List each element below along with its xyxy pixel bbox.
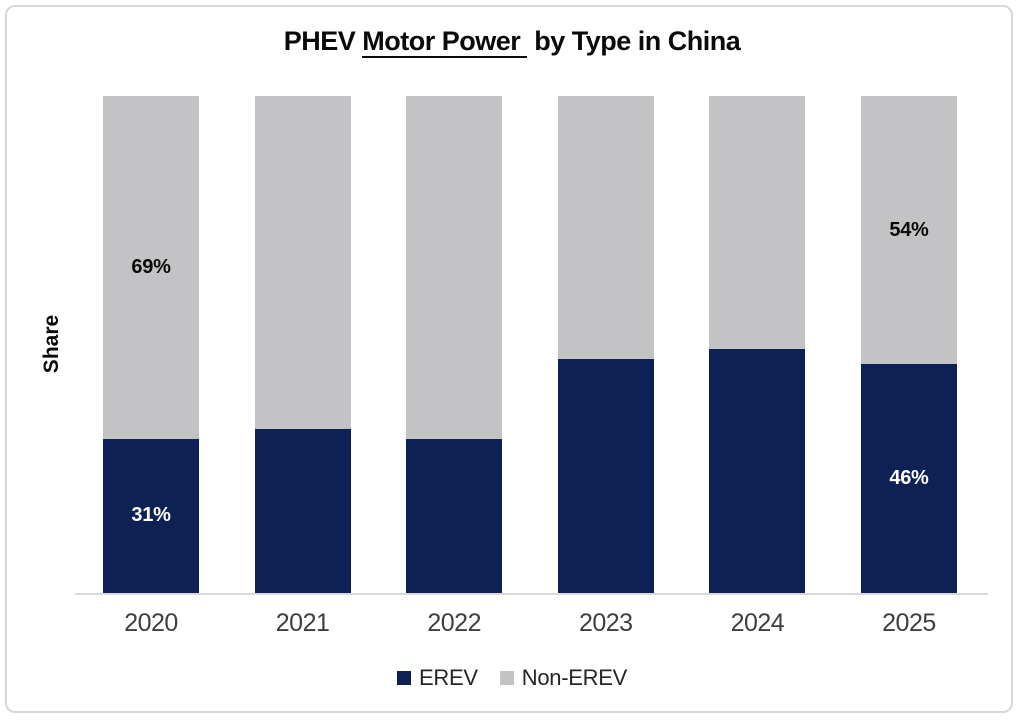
chart-title-underlined: Motor Power bbox=[362, 26, 528, 58]
bar-segment-erev bbox=[254, 428, 351, 593]
x-axis-label: 2022 bbox=[427, 609, 481, 637]
bar-segment-erev bbox=[709, 349, 806, 593]
stacked-bar-2024 bbox=[709, 96, 806, 593]
chart-title: PHEV Motor Power by Type in China bbox=[0, 26, 1024, 58]
chart-title-suffix: by Type in China bbox=[534, 26, 741, 56]
data-label: 69% bbox=[131, 255, 171, 278]
legend-swatch bbox=[499, 671, 514, 685]
y-axis-title: Share bbox=[40, 314, 63, 374]
stacked-bar-2023 bbox=[557, 96, 654, 593]
bar-segment-non-erev bbox=[557, 96, 654, 360]
x-axis-label: 2023 bbox=[578, 609, 633, 637]
stacked-bar-2025: 54% 46% bbox=[860, 96, 957, 593]
bar-segment-non-erev bbox=[406, 96, 503, 439]
legend-item-non-erev: Non-EREV bbox=[499, 665, 628, 691]
data-label: 54% bbox=[889, 218, 929, 241]
bar-segment-erev: 31% bbox=[103, 438, 199, 593]
legend-label: Non-EREV bbox=[521, 665, 628, 690]
x-axis-label: 2024 bbox=[730, 609, 785, 637]
data-label: 46% bbox=[889, 467, 929, 490]
chart-title-prefix: PHEV bbox=[283, 26, 363, 56]
bar-segment-erev bbox=[557, 359, 654, 593]
bar-segment-erev bbox=[406, 438, 503, 593]
plot-area: 69% 31% 54% 46% bbox=[75, 96, 988, 595]
stacked-bar-2021 bbox=[254, 96, 351, 593]
bar-segment-non-erev: 69% bbox=[103, 96, 199, 439]
stacked-bar-2022 bbox=[406, 96, 503, 593]
x-axis-label: 2020 bbox=[124, 609, 178, 637]
stacked-bar-2020: 69% 31% bbox=[103, 96, 199, 593]
bar-segment-non-erev: 54% bbox=[860, 96, 957, 365]
bar-segment-erev: 46% bbox=[860, 364, 957, 593]
bar-segment-non-erev bbox=[709, 96, 806, 350]
x-axis-labels: 2020 2021 2022 2023 2024 2025 bbox=[75, 609, 988, 638]
bar-segment-non-erev bbox=[254, 96, 351, 429]
legend-item-erev: EREV bbox=[397, 665, 478, 691]
legend-swatch bbox=[397, 671, 412, 685]
legend-label: EREV bbox=[419, 665, 478, 690]
legend: EREV Non-EREV bbox=[0, 664, 1024, 692]
x-axis-label: 2025 bbox=[882, 609, 936, 637]
x-axis-label: 2021 bbox=[275, 609, 330, 637]
data-label: 31% bbox=[131, 504, 171, 527]
bars: 69% 31% 54% 46% bbox=[75, 96, 988, 593]
